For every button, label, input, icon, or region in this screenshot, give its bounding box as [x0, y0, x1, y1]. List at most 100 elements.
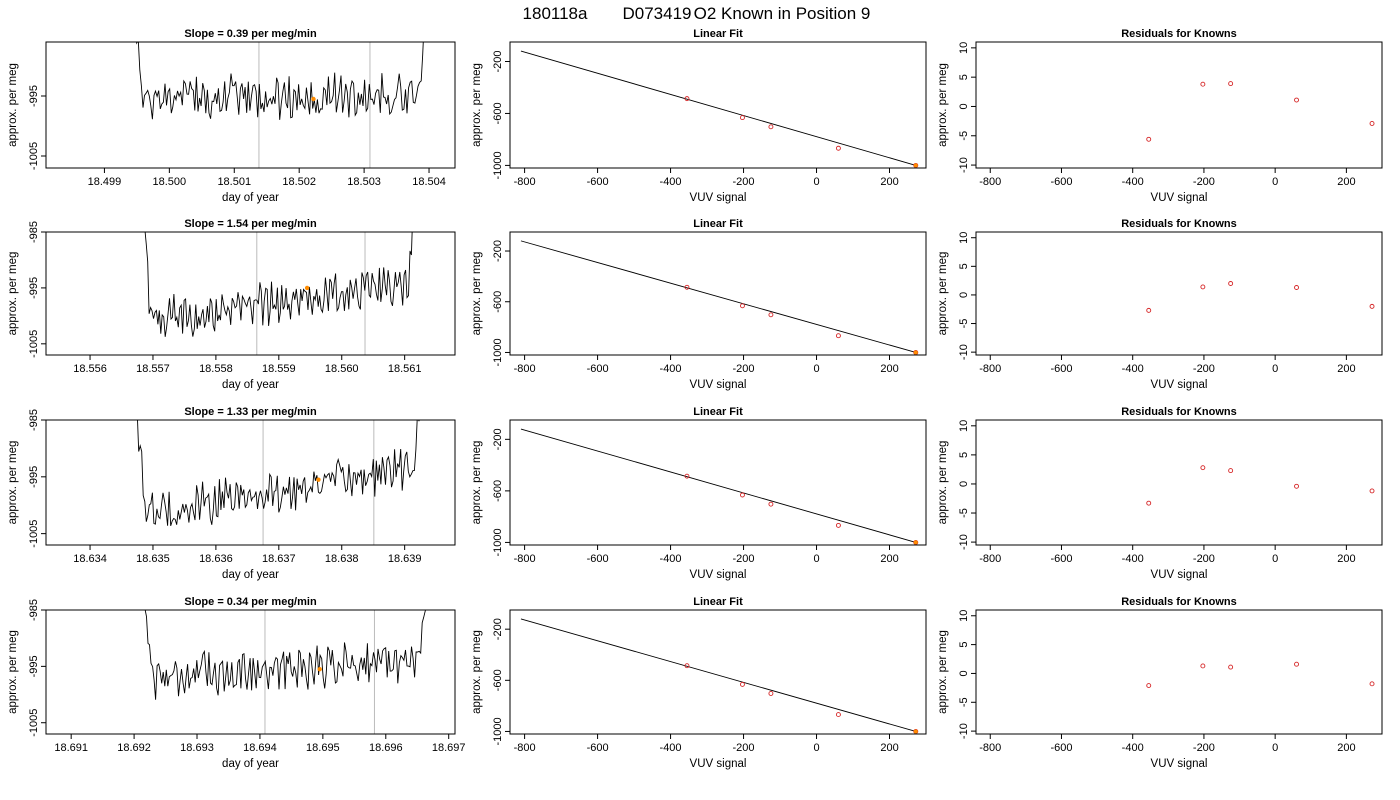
y-tick-label: 5 — [958, 452, 970, 458]
y-axis: -995 -1005 — [28, 85, 46, 170]
x-axis: 18.556 18.557 18.558 18.559 18.560 18.561 — [73, 355, 421, 375]
x-tick-label: -600 — [587, 176, 609, 188]
known-point — [1369, 121, 1375, 126]
panel-title: Slope = 1.54 per meg/min — [184, 218, 317, 230]
panel-frame — [975, 419, 1383, 546]
y-tick-label: -10 — [958, 534, 970, 550]
panel-frame — [975, 231, 1383, 356]
y-tick-label: -995 — [28, 85, 40, 107]
known-point — [1294, 483, 1299, 489]
x-axis-label: day of year — [222, 569, 279, 581]
x-tick-label: 18.691 — [54, 742, 88, 754]
y-tick-label: 5 — [958, 263, 970, 269]
y-tick-label: -600 — [492, 102, 504, 124]
trace-line — [137, 420, 420, 527]
x-tick-label: 18.501 — [217, 176, 251, 188]
panel-fit-row-3: Linear Fit -800 -600 -400 -200 0 200 -200 -600 -1… — [471, 596, 927, 770]
panel-title: Residuals for Knowns — [1121, 28, 1237, 40]
fit-line — [520, 50, 916, 166]
x-axis: -800 -600 -400 -200 0 200 — [514, 355, 899, 375]
x-tick-label: 18.639 — [388, 553, 422, 565]
x-tick-label: 18.635 — [136, 553, 170, 565]
x-axis-label: VUV signal — [1151, 758, 1208, 770]
panel-title: Residuals for Knowns — [1121, 406, 1237, 418]
sample-point — [913, 163, 918, 168]
x-tick-label: -400 — [1122, 176, 1144, 188]
x-axis-label: VUV signal — [690, 758, 747, 770]
known-point — [684, 663, 690, 669]
x-tick-label: -200 — [1193, 176, 1215, 188]
x-tick-label: 18.558 — [199, 363, 233, 375]
panel-title: Linear Fit — [693, 28, 743, 40]
sample-point — [913, 729, 918, 734]
x-tick-label: 18.695 — [306, 742, 340, 754]
x-tick-label: 200 — [880, 363, 898, 375]
x-tick-label: -600 — [1050, 553, 1072, 565]
x-tick-label: -400 — [660, 742, 682, 754]
x-tick-label: 200 — [880, 742, 898, 754]
y-tick-label: -5 — [958, 131, 970, 141]
panel-frame — [509, 609, 927, 735]
known-point — [835, 145, 841, 151]
x-tick-label: 18.637 — [262, 553, 296, 565]
x-tick-label: 18.557 — [136, 363, 170, 375]
y-axis: 10 5 0 -5 -10 — [958, 42, 976, 173]
y-tick-label: -1005 — [28, 709, 40, 737]
y-tick-label: -200 — [492, 618, 504, 640]
x-tick-label: -800 — [979, 553, 1001, 565]
y-axis-label: approx. per meg — [471, 252, 483, 336]
y-tick-label: -985 — [28, 409, 40, 431]
known-point — [835, 333, 841, 339]
y-axis: -200 -600 -1000 — [492, 428, 510, 556]
y-tick-label: -200 — [492, 50, 504, 72]
trace-line — [144, 610, 426, 700]
y-axis-label: approx. per meg — [471, 63, 483, 147]
known-point — [1146, 136, 1152, 142]
y-axis: 10 5 0 -5 -10 — [958, 232, 976, 360]
known-point — [684, 284, 690, 290]
x-tick-label: -800 — [979, 742, 1001, 754]
y-tick-label: 5 — [958, 74, 970, 80]
x-tick-label: -800 — [514, 553, 536, 565]
x-axis: 18.634 18.635 18.636 18.637 18.638 18.639 — [73, 545, 421, 565]
x-axis: -800 -600 -400 -200 0 200 — [979, 168, 1356, 188]
plot-area — [1146, 661, 1375, 689]
x-axis: -800 -600 -400 -200 0 200 — [514, 168, 899, 188]
x-tick-label: -400 — [660, 363, 682, 375]
mean-point — [317, 666, 322, 672]
x-tick-label: -600 — [587, 742, 609, 754]
known-point — [1294, 97, 1299, 103]
mean-point — [311, 96, 316, 102]
known-point — [1228, 468, 1234, 474]
x-axis-label: day of year — [222, 758, 279, 770]
known-point — [1200, 663, 1206, 669]
y-tick-label: 10 — [958, 420, 970, 432]
plot-area — [144, 232, 413, 355]
y-tick-label: 0 — [958, 481, 970, 487]
x-tick-label: -800 — [979, 176, 1001, 188]
known-point — [1294, 285, 1299, 290]
x-tick-label: -600 — [587, 363, 609, 375]
panel-frame — [45, 419, 456, 546]
figure-title-position: O2 Known in Position 9 — [694, 4, 871, 23]
known-point — [739, 492, 745, 498]
x-axis-label: VUV signal — [690, 379, 747, 391]
known-point — [1369, 488, 1375, 494]
x-tick-label: 200 — [1337, 553, 1355, 565]
y-tick-label: -1005 — [28, 142, 40, 170]
x-tick-label: 0 — [1272, 363, 1278, 375]
sample-point — [913, 540, 918, 545]
y-axis-label: approx. per meg — [937, 630, 949, 714]
y-tick-label: 10 — [958, 610, 970, 622]
sample-point — [913, 350, 918, 355]
x-tick-label: -400 — [1122, 553, 1144, 565]
known-point — [835, 712, 841, 718]
y-tick-label: 10 — [958, 232, 970, 244]
panel-title: Slope = 0.39 per meg/min — [184, 28, 317, 40]
x-tick-label: -400 — [1122, 742, 1144, 754]
mean-point — [304, 285, 310, 291]
x-tick-label: 18.502 — [282, 176, 316, 188]
mean-point — [316, 477, 321, 482]
